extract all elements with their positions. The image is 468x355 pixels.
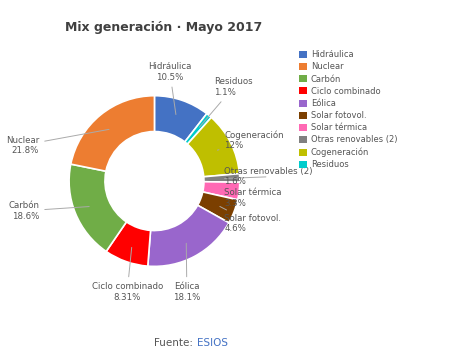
Wedge shape xyxy=(148,205,229,266)
Text: Cogeneración
12%: Cogeneración 12% xyxy=(218,130,284,150)
Wedge shape xyxy=(185,114,212,144)
Wedge shape xyxy=(154,96,207,142)
Text: Mix generación · Mayo 2017: Mix generación · Mayo 2017 xyxy=(65,21,263,34)
Wedge shape xyxy=(71,96,154,171)
Wedge shape xyxy=(106,222,151,266)
Wedge shape xyxy=(69,164,126,251)
Text: Solar fotovol.
4.6%: Solar fotovol. 4.6% xyxy=(220,207,281,234)
Text: Eólica
18.1%: Eólica 18.1% xyxy=(173,243,201,302)
Text: Ciclo combinado
8.31%: Ciclo combinado 8.31% xyxy=(92,247,163,302)
Wedge shape xyxy=(204,174,240,182)
Text: Carbón
18.6%: Carbón 18.6% xyxy=(8,201,89,220)
Text: Nuclear
21.8%: Nuclear 21.8% xyxy=(6,129,109,155)
Text: Residuos
1.1%: Residuos 1.1% xyxy=(199,77,253,127)
Text: Hidráulica
10.5%: Hidráulica 10.5% xyxy=(148,62,191,115)
Wedge shape xyxy=(197,192,238,223)
Text: Otras renovables (2)
1.6%: Otras renovables (2) 1.6% xyxy=(225,167,313,186)
Text: Fuente:: Fuente: xyxy=(154,338,197,348)
Wedge shape xyxy=(203,182,240,200)
Text: ESIOS: ESIOS xyxy=(197,338,227,348)
Legend: Hidráulica, Nuclear, Carbón, Ciclo combinado, Eólica, Solar fotovol., Solar térm: Hidráulica, Nuclear, Carbón, Ciclo combi… xyxy=(299,50,397,169)
Wedge shape xyxy=(187,118,240,177)
Text: Solar térmica
3.3%: Solar térmica 3.3% xyxy=(221,189,282,208)
